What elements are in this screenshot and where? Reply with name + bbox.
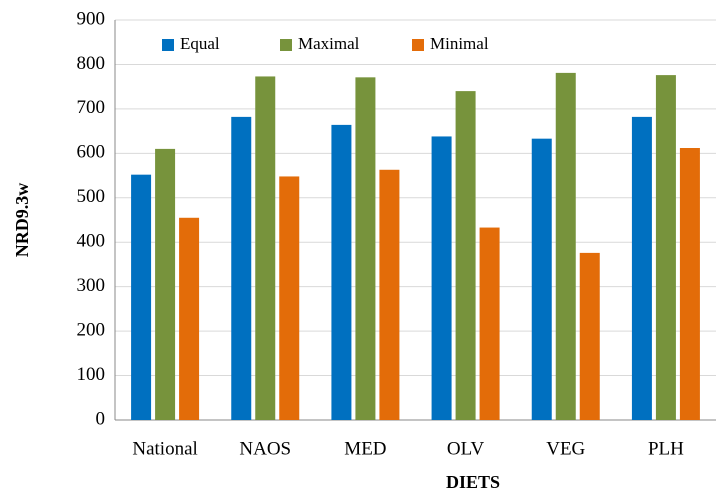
y-tick-label: 700 [77,97,106,118]
x-tick-label: VEG [546,438,585,459]
bar [679,148,700,420]
y-tick-label: 300 [77,275,106,296]
bar [579,252,600,420]
y-tick-label: 900 [77,8,106,29]
bar [179,217,200,420]
bar [331,124,352,420]
x-tick-label: PLH [648,438,684,459]
bar [379,169,400,420]
bar [479,227,500,420]
bar [455,91,476,420]
bar [655,75,676,420]
x-tick-label: NAOS [239,438,291,459]
bar [255,76,276,420]
legend-label: Maximal [298,34,360,53]
x-tick-label: National [132,438,197,459]
y-tick-label: 200 [77,319,106,340]
y-axis-label: NRD9.3w [12,183,32,258]
x-axis-label: DIETS [446,472,500,492]
legend-swatch [162,39,174,51]
bar [431,136,452,420]
legend-swatch [412,39,424,51]
bar [131,174,152,420]
legend-swatch [280,39,292,51]
y-tick-label: 100 [77,364,106,385]
bar [355,77,376,420]
bar [631,116,652,420]
y-tick-label: 600 [77,142,106,163]
y-tick-label: 400 [77,231,106,252]
y-tick-label: 500 [77,186,106,207]
bar [279,176,300,420]
bar [155,148,176,420]
bar [231,116,252,420]
y-tick-label: 800 [77,53,106,74]
legend-label: Minimal [430,34,489,53]
bar [555,72,576,420]
legend-label: Equal [180,34,220,53]
x-tick-label: OLV [447,438,485,459]
x-tick-label: MED [344,438,386,459]
y-tick-label: 0 [96,408,106,429]
bar [531,138,552,420]
